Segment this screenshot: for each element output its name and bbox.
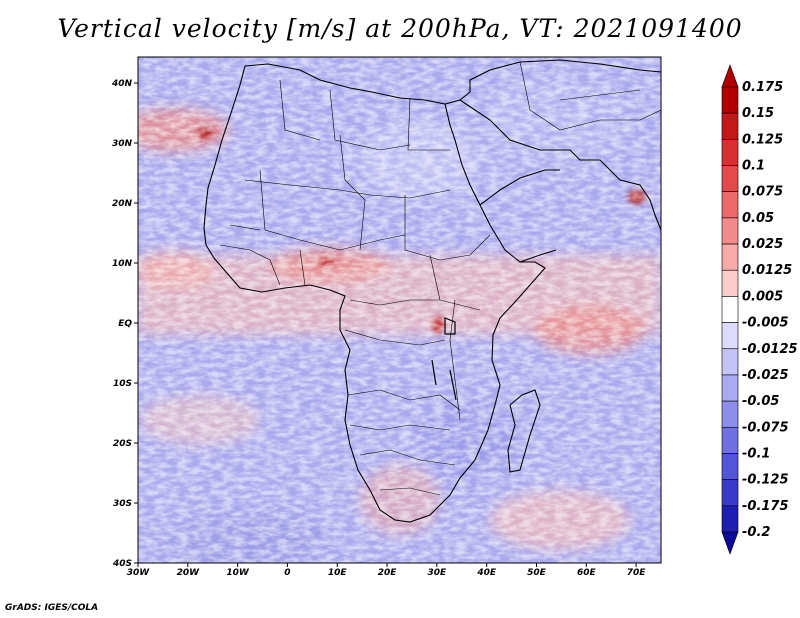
lon-tick-label: 40E: [476, 568, 497, 578]
lat-tick-label: 40S: [112, 559, 132, 569]
coastlines: [203, 59, 661, 523]
colorbar-bottom-arrow: [721, 531, 739, 555]
lat-tick-label: EQ: [118, 319, 132, 329]
colorbar-segment: [721, 296, 739, 323]
colorbar-segment: [721, 86, 739, 114]
colorbar-segment: [721, 269, 739, 297]
lat-tick-label: 20N: [112, 199, 133, 209]
colorbar-label: -0.005: [742, 316, 789, 331]
lat-tick-label: 30S: [113, 499, 132, 509]
lon-tick-label: 10W: [226, 568, 250, 578]
lon-tick-label: 70E: [627, 568, 647, 578]
colorbar-segment: [721, 348, 739, 376]
colorbar-label: 0.125: [742, 132, 783, 147]
colorbar-label: 0.1: [742, 159, 765, 174]
colorbar-segment: [721, 243, 739, 271]
colorbar-label: -0.2: [742, 525, 770, 540]
lat-tick-label: 10S: [113, 379, 132, 389]
lon-tick-label: 30W: [127, 568, 151, 578]
colorbar-label: -0.05: [742, 394, 779, 409]
lat-tick-label: 10N: [112, 259, 133, 269]
lon-tick-label: 10E: [328, 568, 348, 578]
colorbar-label: -0.0125: [742, 342, 798, 357]
colorbar-label: 0.175: [742, 80, 783, 95]
colorbar-top-arrow: [721, 64, 739, 88]
country-borders: [219, 61, 661, 496]
longitude-axis: 30W 20W 10W 0 10E 20E 30E 40E 50E 60E 70E: [127, 563, 647, 578]
colorbar-segment: [721, 112, 739, 140]
colorbar-label: -0.075: [742, 420, 789, 435]
lon-tick-label: 60E: [577, 568, 597, 578]
colorbar-label: -0.1: [742, 446, 770, 461]
colorbar-label: -0.025: [742, 368, 789, 383]
lon-tick-label: 20W: [177, 568, 201, 578]
colorbar-segment: [721, 400, 739, 428]
colorbar-segment: [721, 453, 739, 480]
lon-tick-label: 30E: [428, 568, 448, 578]
lat-tick-label: 30N: [112, 139, 133, 149]
colorbar-segment: [721, 322, 739, 350]
colorbar-segment: [721, 191, 739, 219]
map-frame: [137, 56, 662, 564]
lat-tick-label: 20S: [113, 439, 132, 449]
colorbar-label: 0.005: [742, 289, 783, 304]
map-title: Vertical velocity [m/s] at 200hPa, VT: 2…: [57, 14, 743, 43]
colorbar-segment: [721, 217, 739, 245]
latitude-axis: 40N 30N 20N 10N EQ 10S 20S 30S 40S: [111, 79, 138, 569]
lon-tick-label: 50E: [527, 568, 547, 578]
grads-credit: GrADS: IGES/COLA: [5, 603, 99, 613]
colorbar-label: 0.025: [742, 237, 783, 252]
vertical-velocity-field: [138, 57, 661, 563]
lat-tick-label: 40N: [111, 79, 133, 89]
colorbar-segment: [721, 505, 739, 533]
colorbar-segment: [721, 139, 739, 166]
colorbar-segment: [721, 165, 739, 193]
colorbar: 0.175 0.15 0.125 0.1 0.075 0.05 0.025 0.0125 0.0…: [721, 64, 798, 555]
lon-tick-label: 20E: [378, 568, 398, 578]
colorbar-segment: [721, 479, 739, 507]
lon-tick-label: 0: [284, 568, 290, 578]
colorbar-segment: [721, 374, 739, 402]
lakes: [431, 317, 457, 401]
colorbar-label: -0.175: [742, 499, 789, 514]
colorbar-label: -0.125: [742, 473, 789, 488]
colorbar-label: 0.0125: [742, 263, 792, 278]
colorbar-label: 0.075: [742, 185, 783, 200]
colorbar-segment: [721, 426, 739, 454]
colorbar-label: 0.05: [742, 211, 774, 226]
colorbar-label: 0.15: [742, 106, 774, 121]
